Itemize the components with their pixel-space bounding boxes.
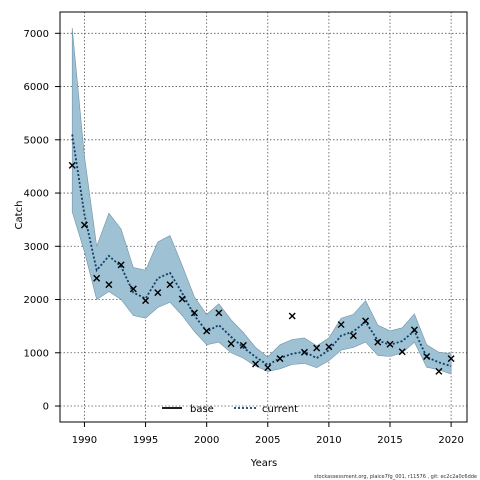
x-tick-label: 1995 bbox=[133, 435, 158, 446]
observed-point bbox=[178, 295, 186, 303]
observed-point bbox=[423, 353, 431, 361]
observed-points bbox=[68, 161, 455, 375]
legend-base-label: base bbox=[190, 404, 214, 415]
plot-frame bbox=[59, 11, 468, 423]
x-tick-label: 2000 bbox=[194, 435, 219, 446]
observed-point bbox=[80, 221, 88, 229]
observed-point bbox=[435, 367, 443, 375]
y-tick-label: 2000 bbox=[24, 295, 49, 306]
observed-point bbox=[166, 281, 174, 289]
y-tick-label: 0 bbox=[43, 402, 49, 413]
observed-point bbox=[337, 321, 345, 329]
observed-point bbox=[129, 285, 137, 293]
x-tick-label: 2010 bbox=[316, 435, 341, 446]
y-axis-label: Catch bbox=[14, 201, 25, 230]
x-tick-label: 2020 bbox=[438, 435, 463, 446]
observed-point bbox=[239, 341, 247, 349]
observed-point bbox=[190, 309, 198, 317]
observed-point bbox=[374, 338, 382, 346]
x-tick-label: 2005 bbox=[255, 435, 280, 446]
observed-point bbox=[410, 326, 418, 334]
observed-point bbox=[154, 289, 162, 297]
observed-point bbox=[203, 327, 211, 335]
y-tick-label: 4000 bbox=[24, 189, 49, 200]
y-tick-label: 1000 bbox=[24, 348, 49, 359]
y-tick-label: 3000 bbox=[24, 242, 49, 253]
y-tick-label: 7000 bbox=[24, 29, 49, 40]
y-tick-label: 6000 bbox=[24, 82, 49, 93]
observed-point bbox=[398, 348, 406, 356]
x-axis-ticks: 1990 1995 2000 2005 2010 2015 2020 bbox=[72, 422, 464, 446]
grid-lines bbox=[60, 12, 467, 422]
observed-point bbox=[447, 355, 455, 363]
observed-point bbox=[68, 161, 76, 169]
observed-point bbox=[227, 340, 235, 348]
observed-point bbox=[264, 364, 272, 372]
observed-point bbox=[288, 312, 296, 320]
footnote: stockassessment.org, plaice7fg_001, r115… bbox=[314, 474, 477, 480]
y-tick-label: 5000 bbox=[24, 135, 49, 146]
confidence-band bbox=[71, 27, 452, 375]
current-series-line bbox=[71, 134, 452, 367]
x-axis-label: Years bbox=[250, 458, 277, 469]
observed-point bbox=[325, 343, 333, 351]
x-tick-label: 2015 bbox=[377, 435, 402, 446]
observed-point bbox=[93, 274, 101, 282]
observed-point bbox=[313, 344, 321, 352]
x-tick-label: 1990 bbox=[72, 435, 97, 446]
legend-current-label: current bbox=[262, 404, 298, 415]
observed-point bbox=[386, 340, 394, 348]
observed-point bbox=[252, 360, 260, 368]
observed-point bbox=[362, 317, 370, 325]
observed-point bbox=[105, 281, 113, 289]
observed-point bbox=[117, 261, 125, 269]
observed-point bbox=[300, 348, 308, 356]
observed-point bbox=[142, 297, 150, 305]
observed-point bbox=[276, 355, 284, 363]
observed-point bbox=[349, 332, 357, 340]
legend: base current bbox=[162, 404, 298, 415]
y-axis-ticks: 0 1000 2000 3000 4000 5000 6000 7000 bbox=[24, 29, 60, 413]
observed-point bbox=[215, 309, 223, 317]
